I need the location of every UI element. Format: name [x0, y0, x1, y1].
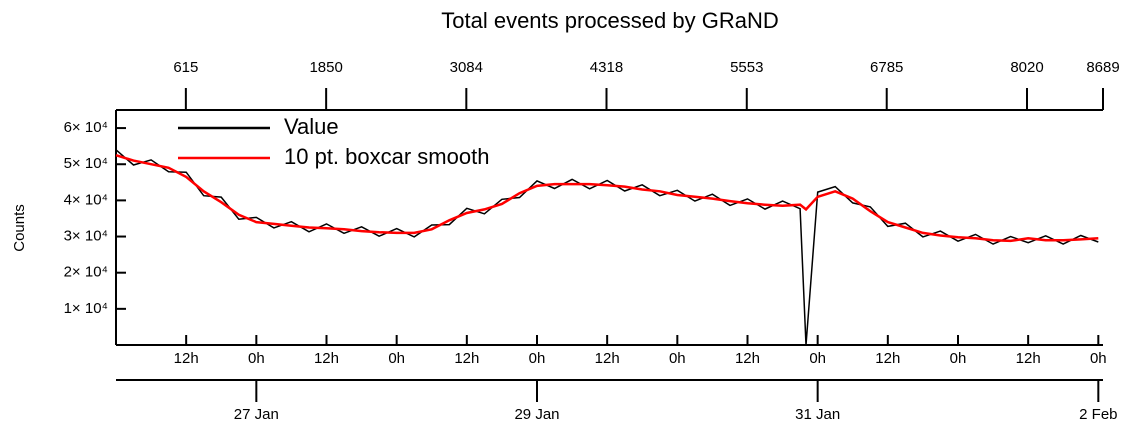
- x-tick-label: 12h: [454, 350, 479, 367]
- legend-label: Value: [284, 114, 339, 139]
- x2-tick-label: 615: [173, 59, 198, 76]
- y-tick-label: 5× 10⁴: [64, 155, 108, 172]
- x-tick-label: 0h: [1090, 350, 1107, 367]
- y-tick-label: 3× 10⁴: [64, 228, 108, 245]
- date-tick-label: 2 Feb: [1079, 406, 1117, 423]
- x-tick-label: 12h: [875, 350, 900, 367]
- x-tick-label: 12h: [174, 350, 199, 367]
- date-tick-label: 27 Jan: [234, 406, 279, 423]
- x-tick-label: 12h: [314, 350, 339, 367]
- date-tick-label: 29 Jan: [514, 406, 559, 423]
- y-tick-label: 1× 10⁴: [64, 300, 108, 317]
- x2-tick-label: 3084: [450, 59, 483, 76]
- series-line: [115, 149, 1099, 346]
- x2-tick-label: 8020: [1010, 59, 1043, 76]
- x-tick-label: 0h: [248, 350, 265, 367]
- x2-tick-label: 5553: [730, 59, 763, 76]
- x2-tick-label: 4318: [590, 59, 623, 76]
- y-tick-label: 6× 10⁴: [64, 119, 108, 136]
- x2-tick-label: 1850: [309, 59, 342, 76]
- x-tick-label: 12h: [595, 350, 620, 367]
- y-tick-label: 4× 10⁴: [64, 191, 108, 208]
- legend-label: 10 pt. boxcar smooth: [284, 144, 489, 169]
- x-tick-label: 12h: [735, 350, 760, 367]
- x-tick-label: 12h: [1016, 350, 1041, 367]
- x-tick-label: 0h: [950, 350, 967, 367]
- y-axis-label: Counts: [11, 204, 28, 252]
- x2-tick-label: 6785: [870, 59, 903, 76]
- y-tick-label: 2× 10⁴: [64, 264, 108, 281]
- x-tick-label: 0h: [529, 350, 546, 367]
- date-tick-label: 31 Jan: [795, 406, 840, 423]
- x-tick-label: 0h: [669, 350, 686, 367]
- x2-tick-label: 8689: [1086, 59, 1119, 76]
- series-line: [115, 154, 1099, 243]
- chart-title: Total events processed by GRaND: [441, 8, 779, 33]
- x-tick-label: 0h: [809, 350, 826, 367]
- x-tick-label: 0h: [388, 350, 405, 367]
